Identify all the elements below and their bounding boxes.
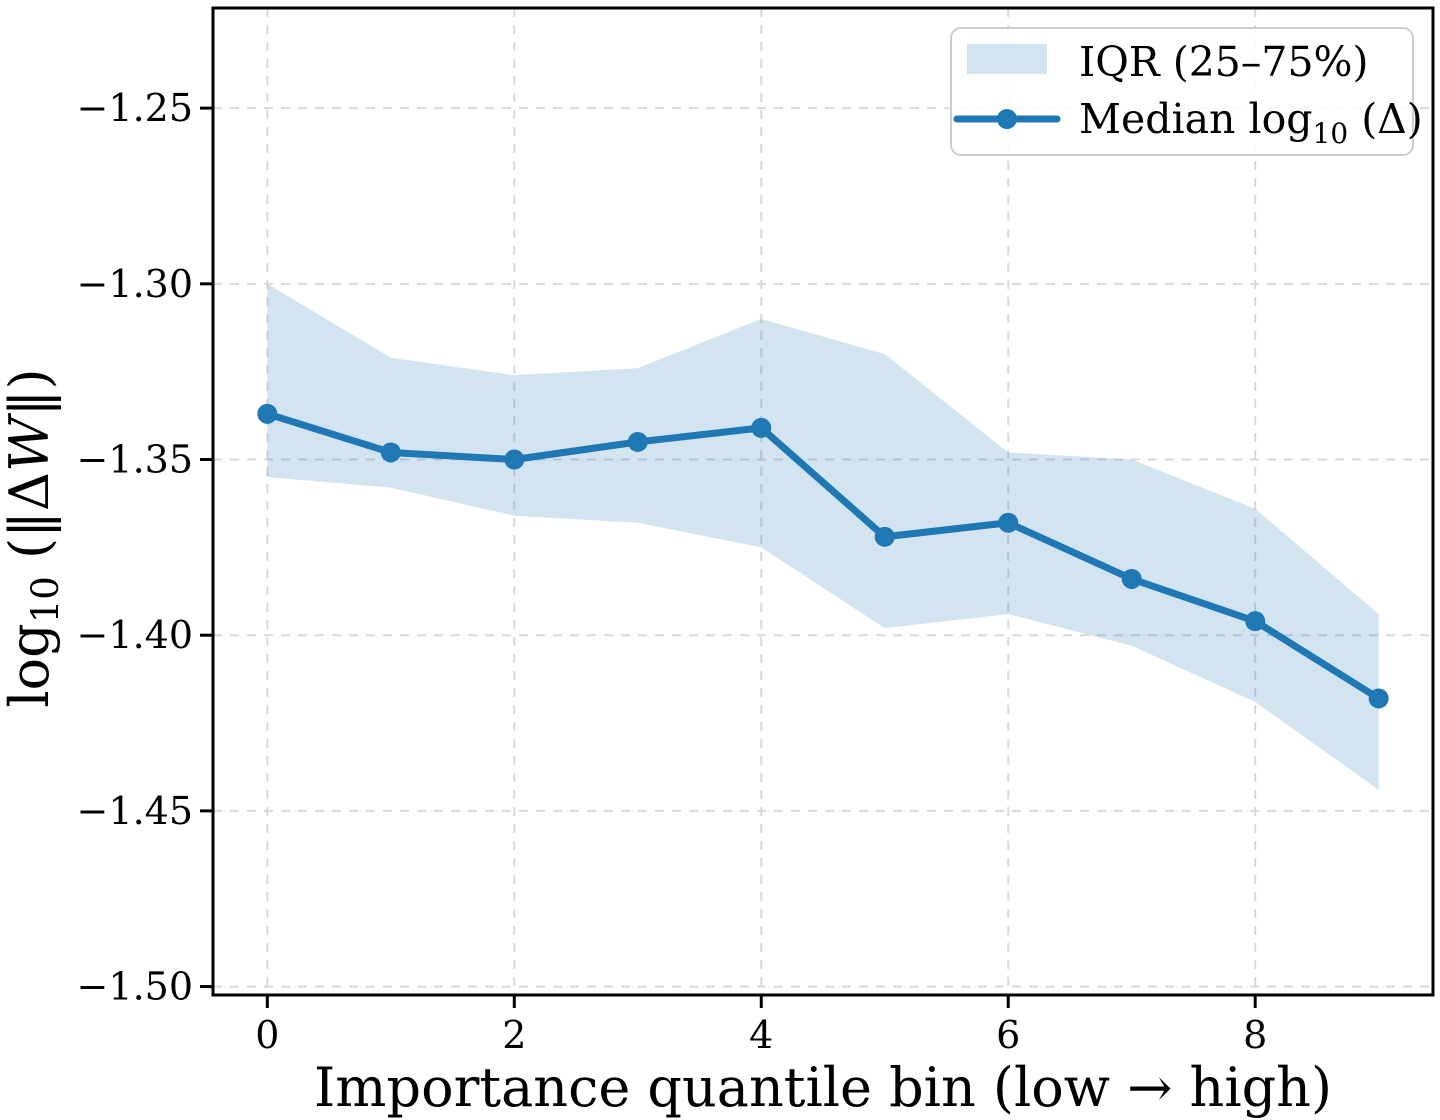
plot-border [211, 6, 1435, 997]
legend-swatch-iqr [967, 44, 1047, 74]
data-point-marker [627, 431, 648, 452]
legend-marker-icon [997, 109, 1017, 129]
x-tick-label: 2 [502, 1013, 526, 1057]
y-tick-label: −1.50 [77, 965, 193, 1009]
ticks [200, 106, 1257, 1008]
median-line [263, 410, 1383, 702]
iqr-band [267, 283, 1379, 790]
x-tick-label: 4 [749, 1013, 773, 1057]
data-point-marker [751, 417, 772, 438]
text-segment: IQR (25–75%) [1079, 38, 1369, 86]
data-point-marker [1245, 611, 1266, 632]
data-point-marker [874, 526, 895, 547]
text-segment: 10 [1313, 117, 1349, 150]
text-segment: (‖Δ [0, 472, 61, 576]
text-segment: ‖) [0, 368, 61, 416]
x-tick-label: 6 [996, 1013, 1020, 1057]
data-point-marker [380, 442, 401, 463]
legend-label-iqr: IQR (25–75%) [1079, 38, 1369, 86]
y-tick-label: −1.45 [77, 789, 193, 833]
x-tick-label: 8 [1243, 1013, 1267, 1057]
text-segment: (Δ) [1348, 95, 1423, 143]
data-point-marker [257, 403, 278, 424]
legend-box [950, 27, 1414, 156]
text-segment: Median log [1079, 95, 1313, 143]
y-tick-label: −1.30 [77, 262, 193, 306]
x-axis-label: Importance quantile bin (low → high) [314, 1056, 1332, 1119]
y-axis-label: log10 (‖ΔW‖) [0, 368, 67, 707]
text-segment: 10 [24, 576, 67, 623]
y-tick-label: −1.25 [77, 86, 193, 130]
data-point-marker [1368, 688, 1389, 709]
x-tick-label: 0 [255, 1013, 279, 1057]
tick-labels: 0 2 4 6 8 −1.25 −1.30 −1.35 −1.40 −1.45 −1.50 [77, 86, 1268, 1057]
data-point-marker [504, 449, 525, 470]
y-tick-label: −1.40 [77, 613, 193, 657]
y-tick-label: −1.35 [77, 438, 193, 482]
text-segment: log [0, 623, 61, 707]
text-segment: W [0, 412, 61, 472]
data-point-marker [1121, 568, 1142, 589]
grid [213, 8, 1433, 995]
data-point-marker [998, 512, 1019, 533]
median-markers [257, 403, 1389, 709]
legend: IQR (25–75%) Median log10 (Δ) [950, 27, 1423, 156]
legend-label-median: Median log10 (Δ) [1079, 95, 1423, 150]
